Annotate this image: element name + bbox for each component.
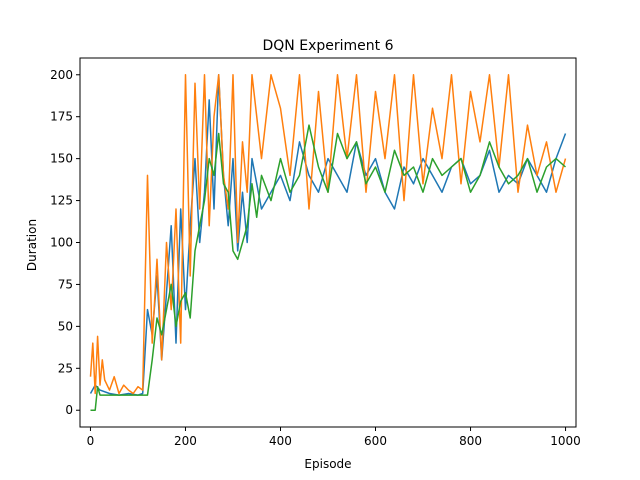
x-tick-label: 0 <box>87 434 95 448</box>
y-tick-label: 100 <box>50 236 73 250</box>
series-line-3 <box>90 124 566 411</box>
chart-title: DQN Experiment 6 <box>263 38 394 54</box>
y-tick-label: 125 <box>50 194 73 208</box>
series-line-2 <box>89 74 567 395</box>
x-axis-label: Episode <box>304 457 351 471</box>
y-tick-label: 25 <box>58 361 73 375</box>
x-axis: 0 200 400 600 800 1000 <box>87 427 581 448</box>
x-tick-label: 600 <box>364 434 387 448</box>
y-tick-label: 175 <box>50 110 73 124</box>
x-tick-label: 800 <box>459 434 482 448</box>
y-axis-label: Duration <box>25 219 39 271</box>
y-tick-label: 200 <box>50 68 73 82</box>
y-tick-label: 50 <box>58 319 73 333</box>
x-tick-label: 200 <box>174 434 197 448</box>
y-tick-label: 150 <box>50 152 73 166</box>
plot-area <box>89 74 567 411</box>
y-tick-label: 75 <box>58 277 73 291</box>
x-tick-label: 1000 <box>550 434 581 448</box>
y-tick-label: 0 <box>65 403 73 417</box>
x-tick-label: 400 <box>269 434 292 448</box>
y-axis: 0 25 50 75 100 125 150 175 200 <box>50 68 80 417</box>
